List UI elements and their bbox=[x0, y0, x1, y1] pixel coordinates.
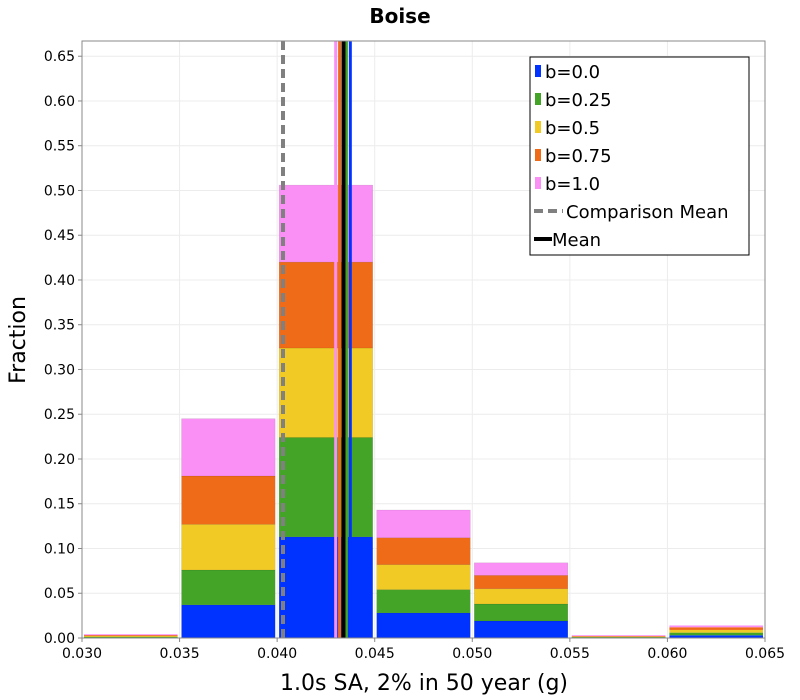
x-axis-ticks: 0.030 0.035 0.040 0.045 0.050 0.055 0.060 0.065 bbox=[62, 638, 785, 662]
bar-segment-b-0-25 bbox=[181, 569, 276, 606]
bar-segment-b-0-75 bbox=[474, 575, 569, 590]
y-tick-label: 0.55 bbox=[44, 139, 75, 155]
legend-label: b=0.0 bbox=[545, 62, 600, 83]
bar-segment-b-0-75 bbox=[376, 537, 471, 565]
bar-segment-b-0-25 bbox=[84, 636, 178, 638]
bar-segment-b-0-75 bbox=[669, 627, 763, 630]
bar-segment-b-0-25 bbox=[669, 632, 763, 636]
x-tick-label: 0.065 bbox=[745, 646, 785, 662]
bar-segment-b-1-0 bbox=[376, 509, 471, 539]
bar-segment-b-0-5 bbox=[376, 564, 471, 590]
y-axis-label: Fraction bbox=[6, 296, 31, 384]
bar-segment-b-0-0 bbox=[278, 536, 373, 639]
x-tick-label: 0.040 bbox=[257, 646, 297, 662]
bar-segment-b-1-0 bbox=[571, 635, 666, 637]
bar-segment-b-0-0 bbox=[669, 635, 763, 638]
legend-label: Comparison Mean bbox=[566, 202, 729, 223]
legend-swatch bbox=[535, 65, 541, 77]
x-tick-label: 0.045 bbox=[355, 646, 395, 662]
bar-segment-b-0-0 bbox=[376, 612, 471, 639]
y-tick-label: 0.35 bbox=[44, 318, 75, 334]
bars-group bbox=[84, 184, 763, 639]
bar-segment-b-0-75 bbox=[84, 635, 178, 637]
bar-segment-b-1-0 bbox=[181, 418, 276, 477]
bar-segment-b-1-0 bbox=[278, 184, 373, 263]
legend-swatch bbox=[535, 121, 541, 133]
y-tick-label: 0.00 bbox=[44, 631, 75, 647]
x-tick-label: 0.055 bbox=[550, 646, 590, 662]
mean-lines-group bbox=[280, 41, 352, 638]
bar-segment-b-0-5 bbox=[669, 629, 763, 633]
legend: b=0.0 b=0.25 b=0.5 b=0.75 b=1.0 Comparison Me… bbox=[529, 56, 750, 256]
y-tick-label: 0.10 bbox=[44, 541, 75, 557]
plot-area-border bbox=[81, 40, 766, 639]
legend-swatch bbox=[535, 149, 541, 161]
bar-segment-b-0-25 bbox=[474, 603, 569, 622]
x-tick-label: 0.050 bbox=[452, 646, 492, 662]
y-tick-label: 0.15 bbox=[44, 497, 75, 513]
bar-segment-b-0-5 bbox=[84, 635, 178, 637]
x-tick-label: 0.035 bbox=[160, 646, 200, 662]
y-tick-label: 0.60 bbox=[44, 94, 75, 110]
x-tick-label: 0.030 bbox=[62, 646, 102, 662]
bar-segment-b-1-0 bbox=[474, 562, 569, 576]
legend-swatch bbox=[535, 93, 541, 105]
y-tick-label: 0.45 bbox=[44, 228, 75, 244]
y-tick-label: 0.05 bbox=[44, 586, 75, 602]
legend-label: Mean bbox=[552, 230, 601, 251]
y-tick-label: 0.40 bbox=[44, 273, 75, 289]
chart-title: Boise bbox=[369, 4, 430, 28]
x-tick-label: 0.060 bbox=[647, 646, 687, 662]
bar-segment-b-0-75 bbox=[181, 475, 276, 525]
bar-segment-b-0-75 bbox=[278, 261, 373, 349]
bar-segment-b-0-5 bbox=[278, 347, 373, 438]
y-tick-label: 0.20 bbox=[44, 452, 75, 468]
bar-segment-b-0-0 bbox=[474, 620, 569, 639]
y-tick-label: 0.65 bbox=[44, 49, 75, 65]
bar-segment-b-1-0 bbox=[84, 634, 178, 636]
bar-segment-b-0-5 bbox=[474, 588, 569, 605]
x-axis-label: 1.0s SA, 2% in 50 year (g) bbox=[280, 671, 568, 696]
legend-swatch bbox=[535, 177, 541, 189]
legend-box bbox=[529, 56, 750, 256]
legend-label: b=0.75 bbox=[545, 146, 612, 167]
bar-segment-b-0-5 bbox=[181, 524, 276, 571]
bar-segment-b-1-0 bbox=[669, 625, 763, 628]
bar-segment-b-0-25 bbox=[376, 589, 471, 614]
legend-label: b=1.0 bbox=[545, 174, 600, 195]
y-axis-ticks: 0.00 0.05 0.10 0.15 0.20 0.25 0.30 0.35 0.40 0.45… bbox=[44, 49, 82, 647]
y-tick-label: 0.50 bbox=[44, 183, 75, 199]
bar-segment-b-0-0 bbox=[181, 604, 276, 639]
legend-label: b=0.25 bbox=[545, 90, 612, 111]
y-tick-label: 0.25 bbox=[44, 407, 75, 423]
legend-label: b=0.5 bbox=[545, 118, 600, 139]
y-tick-label: 0.30 bbox=[44, 362, 75, 378]
bar-segment-b-0-25 bbox=[278, 437, 373, 538]
